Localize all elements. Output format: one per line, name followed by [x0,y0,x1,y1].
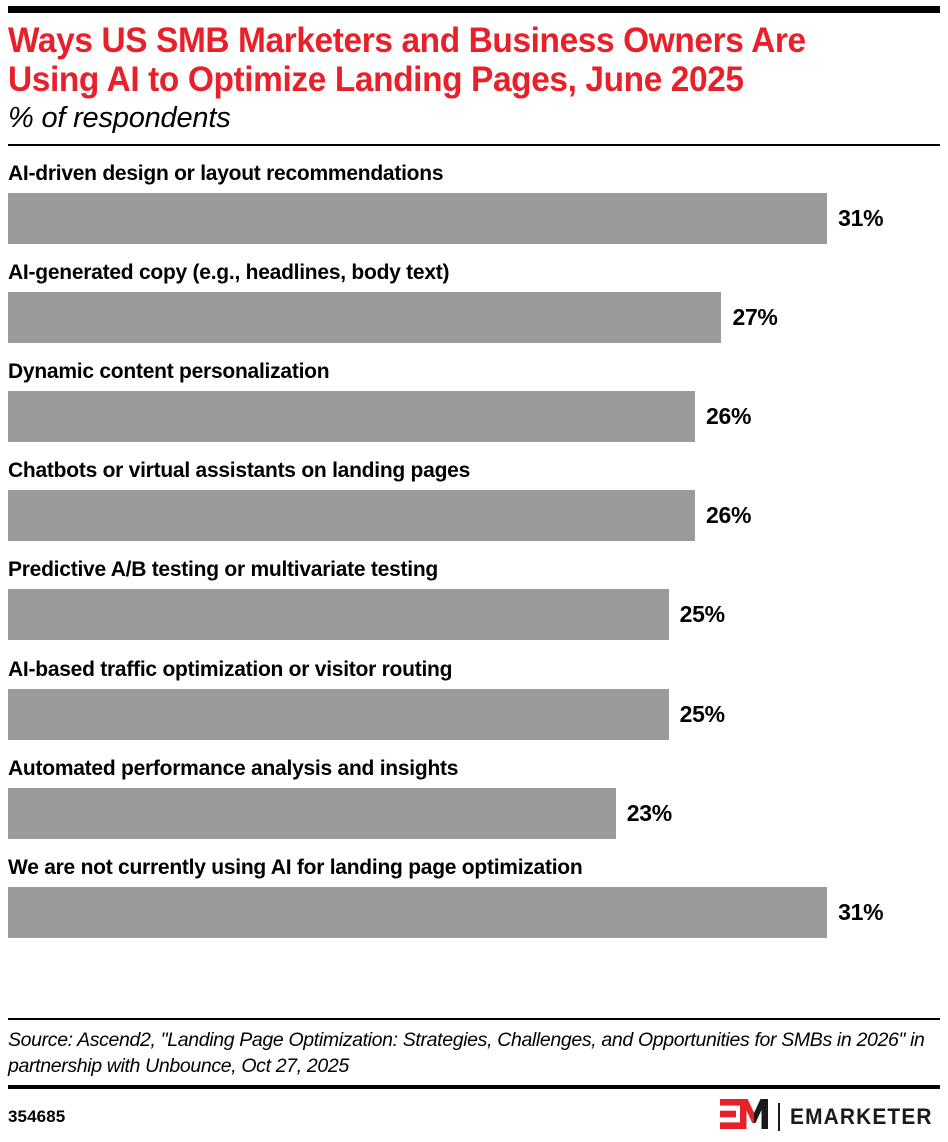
footer-divider-thin [8,1017,940,1020]
top-rule-divider [8,6,940,13]
bar-fill [8,390,696,442]
bar-chart-plot-area: AI-driven design or layout recommendatio… [8,146,940,1018]
bar-row: Chatbots or virtual assistants on landin… [8,451,940,550]
bar-track: 26% [8,490,940,542]
brand-name: EMARKETER [789,1103,933,1129]
bar-track: 26% [8,390,940,442]
footer-bottom-row: 354685 EMARKETER [8,1089,940,1142]
chart-footer: Source: Ascend2, "Landing Page Optimizat… [8,1017,940,1142]
chart-title: Ways US SMB Marketers and Business Owner… [8,21,806,100]
bar-track: 27% [8,291,940,343]
bar-value-label: 23% [626,799,672,826]
bar-value-label: 25% [679,700,725,727]
bar-fill [8,787,616,839]
bar-value-label: 26% [706,502,752,529]
bar-fill [8,886,828,938]
bar-category-label: AI-driven design or layout recommendatio… [8,161,444,185]
source-note: Source: Ascend2, "Landing Page Optimizat… [8,1028,925,1077]
bar-category-label: Predictive A/B testing or multivariate t… [8,558,438,582]
bar-value-label: 31% [838,204,884,231]
bar-category-label: Chatbots or virtual assistants on landin… [8,459,471,483]
footer-divider-thick [8,1085,940,1089]
bar-fill [8,688,669,740]
bar-value-label: 26% [706,402,752,429]
bar-track: 25% [8,589,940,641]
bar-row: AI-driven design or layout recommendatio… [8,154,940,253]
em-logo-icon [719,1099,768,1134]
bar-row: Automated performance analysis and insig… [8,749,940,848]
bar-track: 25% [8,688,940,740]
chart-id: 354685 [8,1106,66,1126]
chart-subtitle: % of respondents [8,102,231,135]
bar-category-label: AI-generated copy (e.g., headlines, body… [8,260,450,284]
bar-value-label: 27% [732,303,778,330]
bar-track: 31% [8,192,940,244]
bar-value-label: 31% [838,898,884,925]
bar-value-label: 25% [679,601,725,628]
brand-lockup: EMARKETER [719,1099,940,1134]
chart-header: Ways US SMB Marketers and Business Owner… [8,13,940,146]
header-divider [8,143,940,146]
bar-track: 23% [8,787,940,839]
bar-track: 31% [8,886,940,938]
bar-row: Dynamic content personalization 26% [8,352,940,451]
bar-category-label: AI-based traffic optimization or visitor… [8,657,453,681]
bar-row: AI-generated copy (e.g., headlines, body… [8,253,940,352]
bar-category-label: We are not currently using AI for landin… [8,855,583,879]
bar-fill [8,291,722,343]
bar-row: AI-based traffic optimization or visitor… [8,650,940,749]
bar-fill [8,192,828,244]
bar-row: We are not currently using AI for landin… [8,848,940,947]
bar-category-label: Dynamic content personalization [8,359,330,383]
bar-fill [8,490,696,542]
brand-divider [777,1102,780,1131]
bar-row: Predictive A/B testing or multivariate t… [8,550,940,649]
bar-fill [8,589,669,641]
bar-category-label: Automated performance analysis and insig… [8,756,459,780]
